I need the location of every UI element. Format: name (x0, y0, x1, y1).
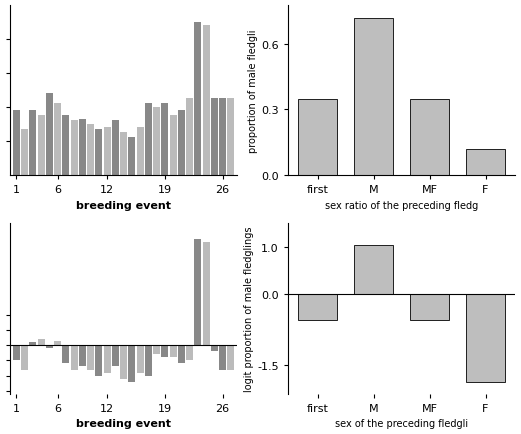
Bar (219, 99, 226, 176)
Bar (21, 130, 28, 176)
Bar (354, 19, 393, 176)
Bar (70, 121, 78, 176)
Bar (13, 111, 20, 176)
Bar (137, 345, 144, 373)
Y-axis label: logit proportion of male fledglings: logit proportion of male fledglings (244, 227, 254, 391)
Bar (54, 104, 61, 176)
X-axis label: breeding event: breeding event (76, 200, 171, 210)
Bar (227, 99, 234, 176)
Bar (38, 116, 45, 176)
Bar (13, 345, 20, 361)
Bar (298, 99, 337, 176)
Bar (466, 295, 505, 382)
Bar (104, 345, 110, 373)
X-axis label: sex ratio of the preceding fledg: sex ratio of the preceding fledg (325, 200, 478, 210)
Bar (128, 345, 135, 382)
Bar (410, 295, 449, 321)
Bar (29, 342, 36, 345)
Bar (95, 130, 102, 176)
Bar (178, 111, 185, 176)
Bar (145, 345, 152, 376)
Bar (298, 295, 337, 321)
Bar (104, 128, 110, 176)
Bar (211, 99, 218, 176)
Bar (145, 104, 152, 176)
Y-axis label: proportion of male fledgli: proportion of male fledgli (249, 29, 258, 152)
Bar (178, 345, 185, 364)
Bar (70, 345, 78, 370)
Bar (29, 111, 36, 176)
Bar (87, 345, 94, 370)
Bar (79, 119, 86, 176)
Bar (162, 345, 168, 358)
Bar (219, 345, 226, 370)
Bar (63, 116, 69, 176)
Bar (354, 245, 393, 295)
Bar (87, 125, 94, 176)
Bar (112, 345, 119, 367)
Bar (63, 345, 69, 364)
Bar (162, 104, 168, 176)
Bar (227, 345, 234, 370)
Bar (194, 239, 201, 345)
Bar (194, 23, 201, 176)
Bar (203, 242, 209, 345)
Bar (120, 345, 127, 379)
Bar (112, 121, 119, 176)
Bar (466, 149, 505, 176)
Bar (203, 26, 209, 176)
Bar (120, 133, 127, 176)
Bar (169, 116, 177, 176)
Bar (186, 99, 193, 176)
Bar (54, 341, 61, 345)
X-axis label: sex of the preceding fledgli: sex of the preceding fledgli (335, 418, 468, 428)
Bar (169, 345, 177, 358)
X-axis label: breeding event: breeding event (76, 418, 171, 428)
Bar (79, 345, 86, 367)
Bar (46, 94, 53, 176)
Bar (38, 339, 45, 345)
Bar (153, 108, 160, 176)
Bar (21, 345, 28, 370)
Bar (186, 345, 193, 361)
Bar (410, 99, 449, 176)
Bar (211, 345, 218, 352)
Bar (95, 345, 102, 376)
Bar (128, 138, 135, 176)
Bar (153, 345, 160, 355)
Bar (137, 128, 144, 176)
Bar (46, 345, 53, 349)
